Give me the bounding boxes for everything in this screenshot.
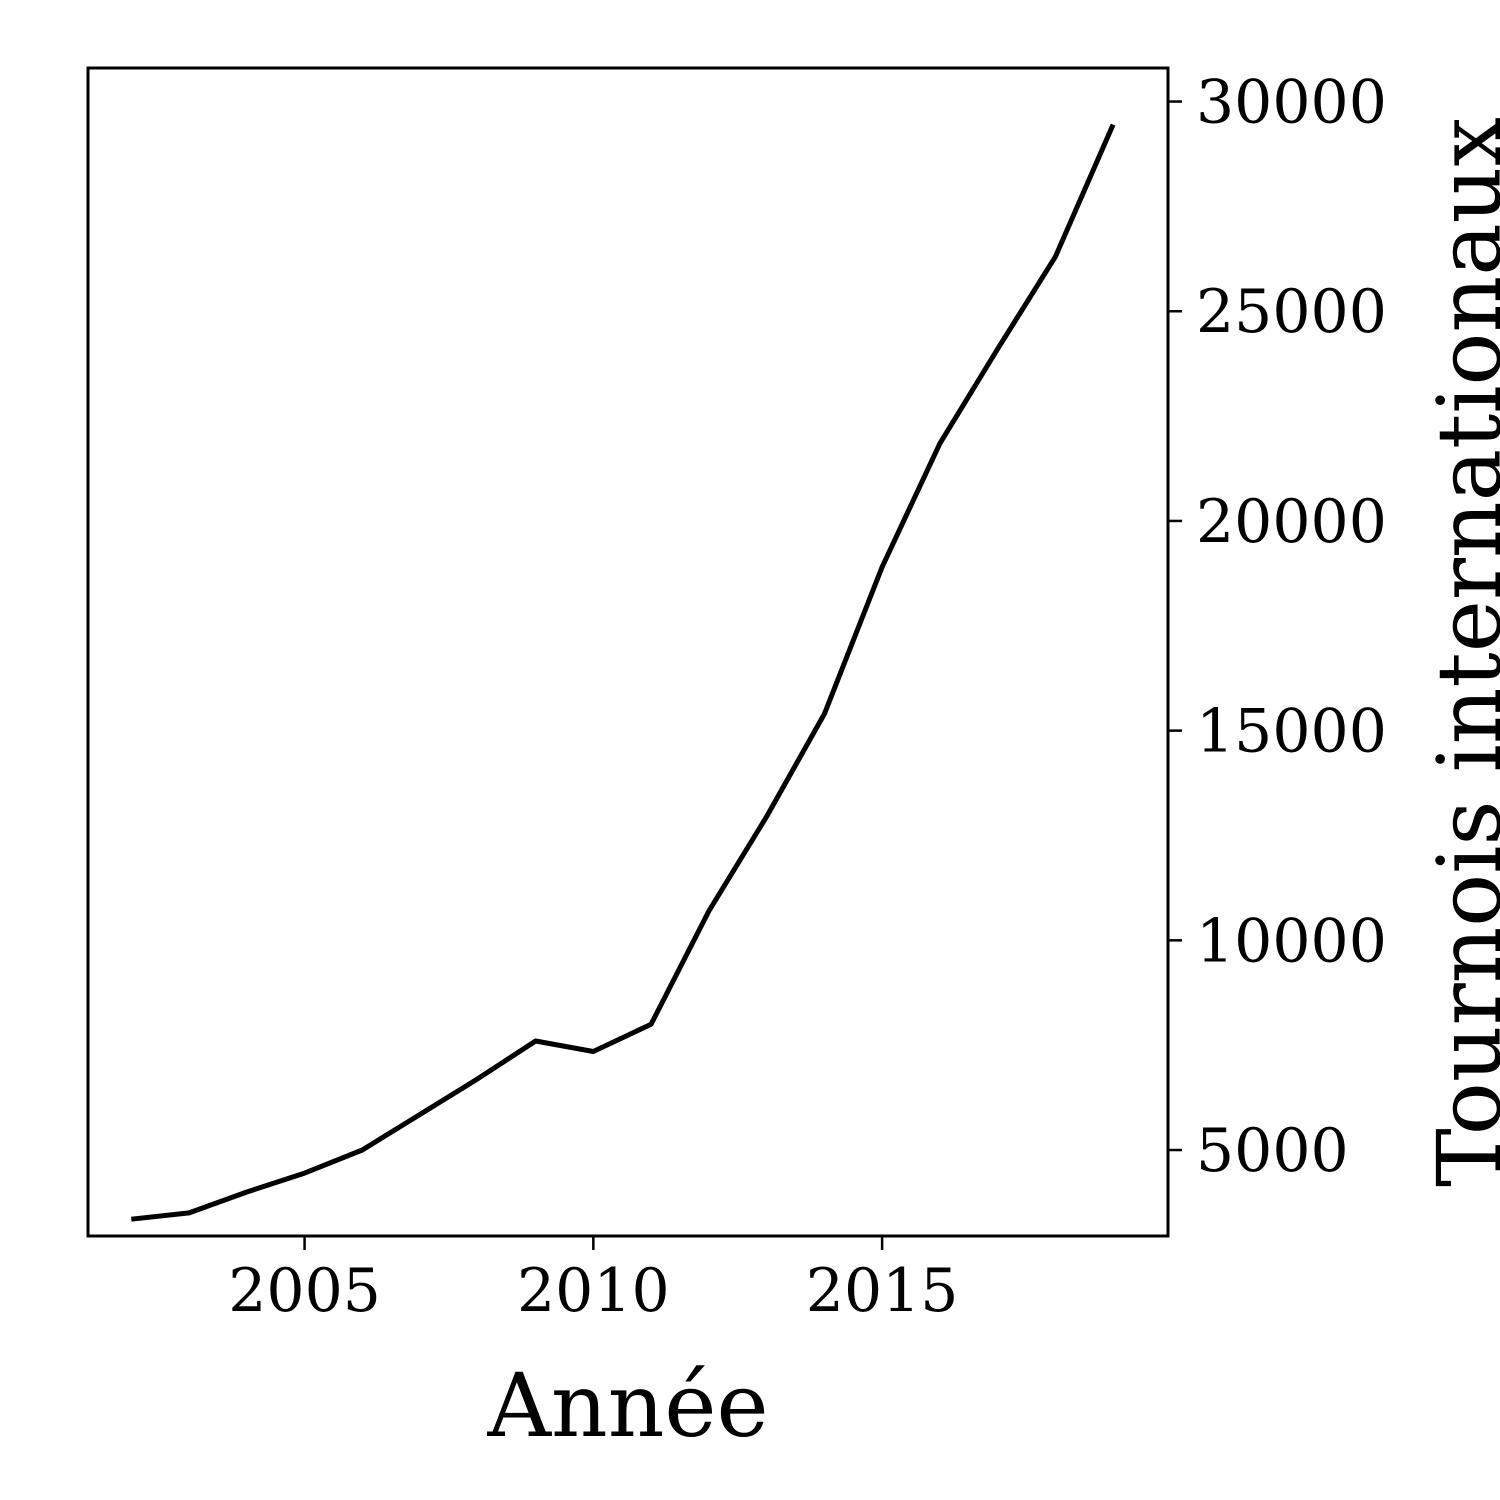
x-axis-title: Année: [486, 1354, 768, 1457]
x-axis-ticks: 2005 2010 2015: [228, 1236, 958, 1326]
y-tick-label: 5000: [1196, 1116, 1349, 1186]
y-tick-label: 25000: [1196, 277, 1387, 347]
y-tick-label: 15000: [1196, 697, 1387, 767]
y-tick-label: 30000: [1196, 68, 1387, 138]
plot-frame: [86, 66, 1170, 1238]
series-line: [131, 123, 1116, 1222]
y-axis-ticks: 5000 10000 15000 20000 25000 30000: [1168, 68, 1387, 1186]
y-axis-title: Tournois internationaux: [1418, 117, 1500, 1187]
x-tick-label: 2010: [517, 1256, 670, 1326]
y-tick-label: 20000: [1196, 487, 1387, 557]
x-tick-label: 2005: [228, 1256, 381, 1326]
x-tick-label: 2015: [806, 1256, 959, 1326]
y-tick-label: 10000: [1196, 906, 1387, 976]
